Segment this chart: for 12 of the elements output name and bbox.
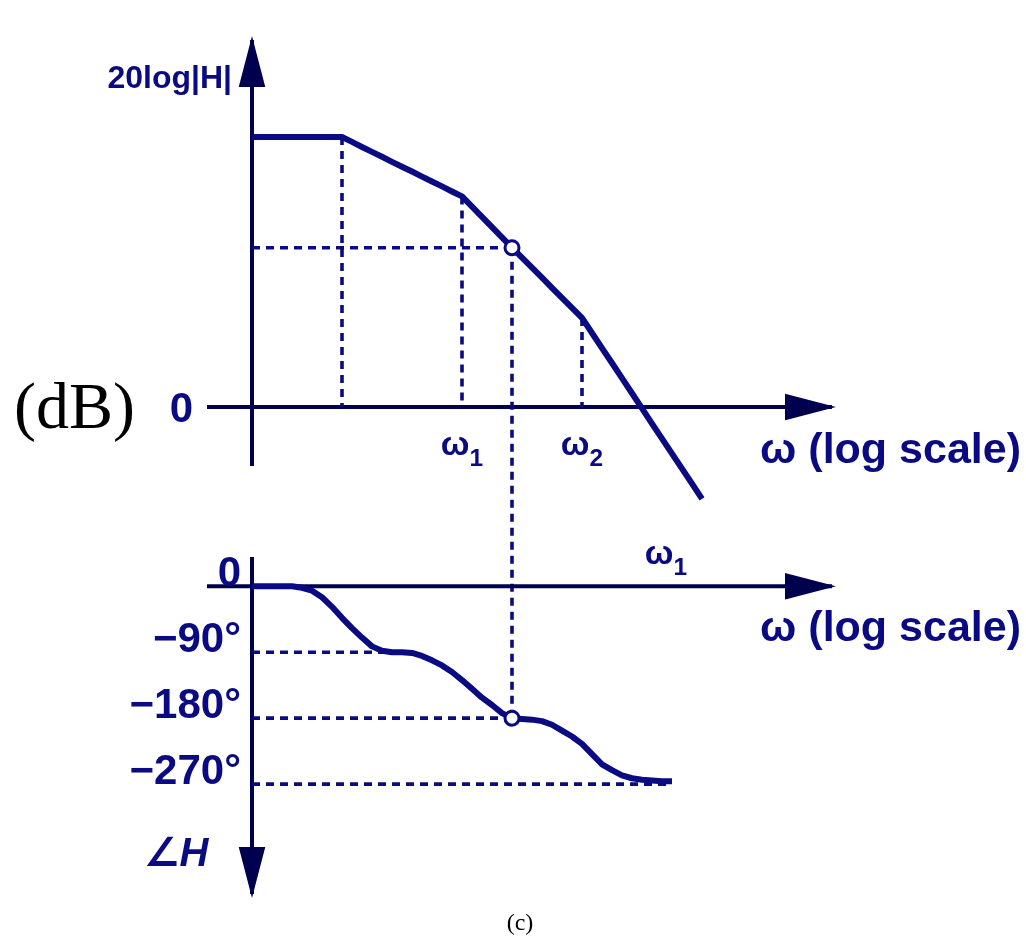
x-axis-title: ω (log scale) bbox=[760, 424, 1021, 472]
text: (c) bbox=[506, 909, 534, 935]
y-axis-title: ∠H bbox=[143, 830, 210, 874]
annotation: ω$_{1}$ bbox=[644, 533, 688, 580]
y-tick-label: −180° bbox=[129, 680, 241, 728]
y-tick-label: −90° bbox=[152, 614, 241, 662]
x-axis-title: ω (log scale) bbox=[760, 602, 1021, 650]
text: (dB) bbox=[14, 369, 135, 443]
y-tick-label: 0 bbox=[217, 548, 241, 596]
y-axis-title: 20log|H| bbox=[107, 59, 232, 95]
x-tick-label: ω$_{2}$ bbox=[560, 424, 604, 471]
y-tick-label: −270° bbox=[129, 746, 241, 794]
